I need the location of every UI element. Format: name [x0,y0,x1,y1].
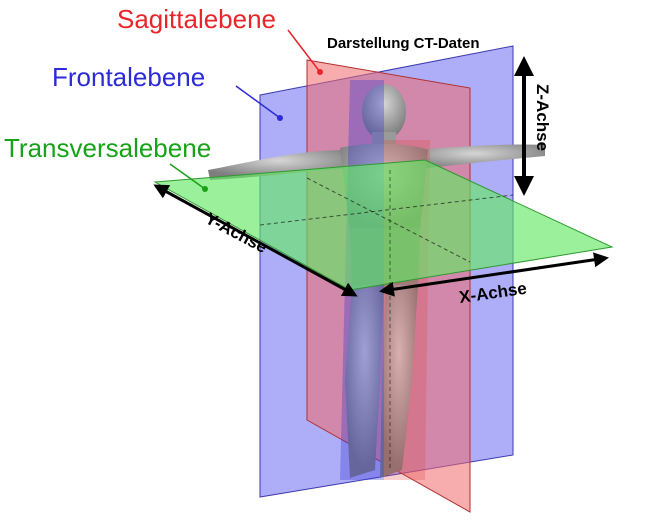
sagittal-leader [287,29,321,73]
right-arm [405,144,545,170]
left-leg [345,285,384,478]
frontal-leader [235,85,281,119]
z-axis-label: Z-Achse [533,84,552,151]
frontal-label: Frontalebene [52,62,205,92]
title-label: Darstellung CT-Daten [327,35,480,52]
sagittal-label: Sagittalebene [117,4,276,34]
transversal-leader [169,163,206,190]
transversal-label: Transversalebene [4,133,211,163]
left-arm [208,150,350,180]
head [362,84,406,140]
x-axis-arrow [379,252,609,297]
y-axis-arrow [153,184,358,297]
